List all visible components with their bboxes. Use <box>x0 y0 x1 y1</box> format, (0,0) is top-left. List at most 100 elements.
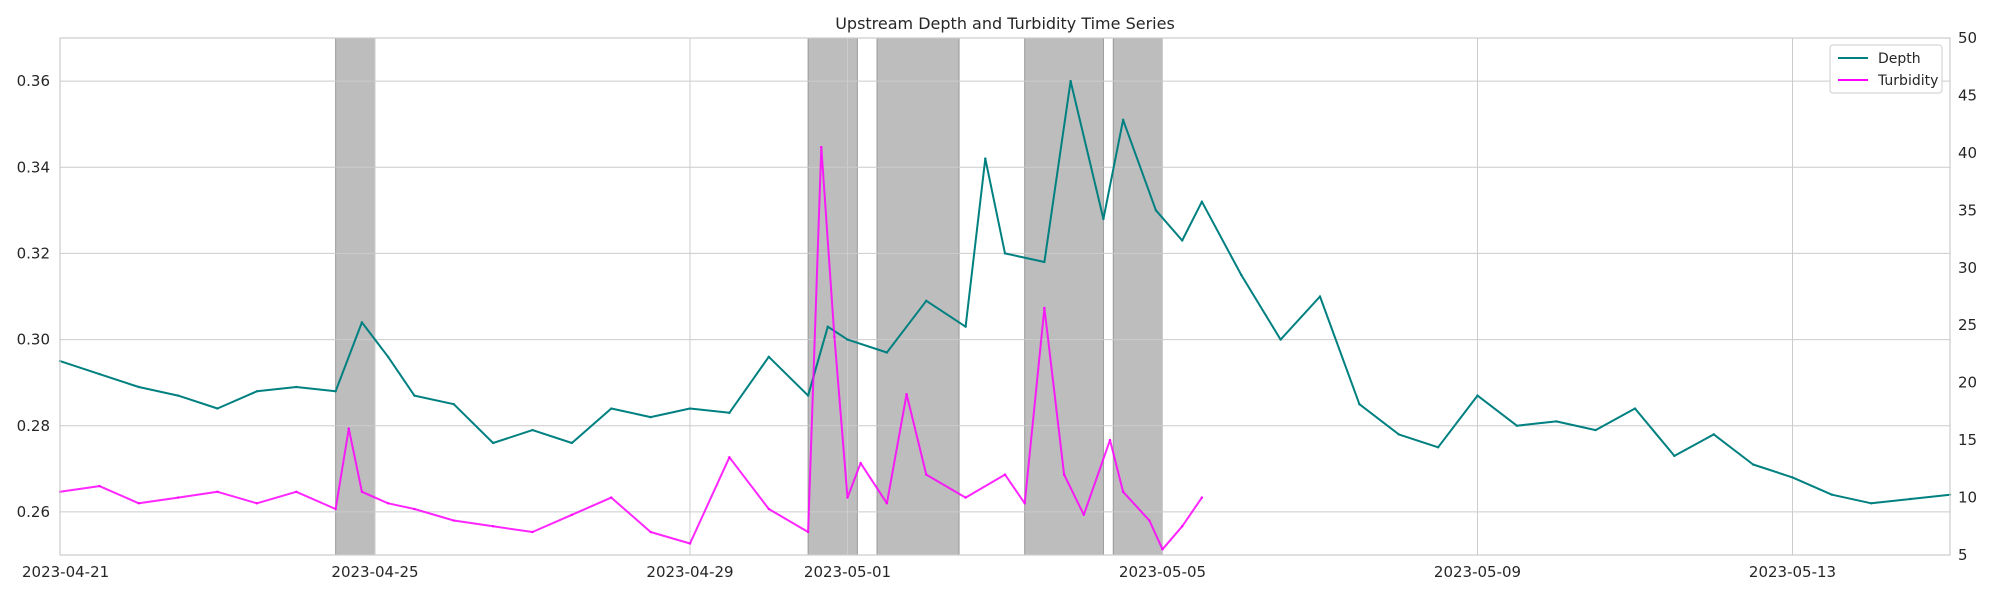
point-turbidity-6 <box>295 490 298 494</box>
point-turbidity-10 <box>386 502 390 505</box>
point-turbidity-38 <box>1161 548 1164 551</box>
point-depth-12 <box>491 441 495 445</box>
point-turbidity-20 <box>767 507 770 511</box>
y2-tick-label-3: 20 <box>1958 374 1977 392</box>
point-turbidity-25 <box>859 461 862 465</box>
point-turbidity-21 <box>806 530 810 534</box>
point-turbidity-26 <box>885 502 889 505</box>
point-turbidity-12 <box>452 519 455 522</box>
y-tick-label-3: 0.32 <box>17 244 50 262</box>
y-tick-label-5: 0.36 <box>17 72 50 90</box>
point-depth-6 <box>295 385 298 389</box>
y2-tick-label-1: 10 <box>1958 489 1977 507</box>
point-depth-30 <box>1102 217 1105 221</box>
series-line-depth <box>59 80 1951 505</box>
point-depth-43 <box>1555 420 1558 423</box>
x-tick-label-1: 2023-04-25 <box>331 563 418 581</box>
point-turbidity-5 <box>255 502 259 505</box>
point-turbidity-35 <box>1108 438 1112 442</box>
point-depth-4 <box>216 407 219 410</box>
x-tick-label-2: 2023-04-29 <box>646 563 733 581</box>
point-depth-25 <box>964 325 967 328</box>
shaded-region-4 <box>1112 37 1163 556</box>
y-tick-label-4: 0.34 <box>17 158 50 176</box>
point-depth-34 <box>1200 200 1204 203</box>
point-turbidity-36 <box>1121 490 1125 494</box>
y2-tick-label-0: 5 <box>1958 546 1968 564</box>
point-depth-44 <box>1594 428 1597 432</box>
point-depth-15 <box>610 407 613 410</box>
point-depth-16 <box>649 415 652 419</box>
point-turbidity-28 <box>925 473 928 476</box>
point-depth-8 <box>360 321 364 324</box>
point-turbidity-37 <box>1148 519 1151 522</box>
point-turbidity-7 <box>334 507 337 511</box>
tick-labels: 2023-04-21 2023-04-25 2023-04-29 2023-05-01… <box>17 29 1978 581</box>
point-turbidity-4 <box>216 490 219 494</box>
x-tick-label-0: 2023-04-21 <box>22 563 109 581</box>
y2-tick-label-6: 35 <box>1958 201 1977 219</box>
legend-label-turbidity: Turbidity <box>1877 73 1938 89</box>
point-turbidity-29 <box>964 496 967 499</box>
point-depth-35 <box>1240 273 1243 277</box>
point-depth-24 <box>925 299 928 303</box>
point-depth-32 <box>1154 209 1158 212</box>
x-tick-label-4: 2023-05-05 <box>1119 563 1206 581</box>
point-depth-28 <box>1043 260 1046 264</box>
point-depth-46 <box>1673 454 1676 458</box>
shaded-regions <box>335 37 1163 556</box>
series-lines <box>58 79 1952 551</box>
point-depth-47 <box>1712 433 1715 436</box>
point-depth-41 <box>1476 394 1479 397</box>
point-turbidity-39 <box>1180 525 1184 528</box>
point-depth-11 <box>452 403 455 406</box>
point-turbidity-27 <box>905 392 908 396</box>
point-depth-5 <box>255 390 259 393</box>
point-turbidity-1 <box>98 484 101 488</box>
point-depth-20 <box>806 394 810 397</box>
point-turbidity-17 <box>649 530 652 534</box>
point-depth-9 <box>386 355 390 359</box>
point-depth-42 <box>1515 424 1519 427</box>
plot-frame <box>59 37 1951 556</box>
point-turbidity-13 <box>491 525 495 528</box>
point-turbidity-31 <box>1023 502 1026 505</box>
point-depth-26 <box>984 157 987 160</box>
point-depth-2 <box>137 385 140 389</box>
x-tick-label-5: 2023-05-09 <box>1434 563 1521 581</box>
point-depth-52 <box>1909 497 1912 501</box>
point-turbidity-32 <box>1043 306 1046 310</box>
y2-tick-label-8: 45 <box>1958 86 1977 104</box>
shaded-region-3 <box>1024 37 1104 556</box>
y2-tick-label-5: 30 <box>1958 259 1977 277</box>
point-depth-14 <box>570 441 574 445</box>
point-turbidity-3 <box>176 496 180 499</box>
chart-title: Upstream Depth and Turbidity Time Series <box>835 14 1175 33</box>
legend-label-depth: Depth <box>1878 51 1921 67</box>
point-depth-33 <box>1180 239 1184 242</box>
point-turbidity-8 <box>347 427 350 430</box>
x-tick-label-6: 2023-05-13 <box>1749 563 1836 581</box>
y-tick-label-2: 0.30 <box>17 331 50 349</box>
point-depth-22 <box>846 338 849 341</box>
point-turbidity-34 <box>1082 513 1085 516</box>
point-depth-10 <box>413 394 416 397</box>
y-tick-label-0: 0.26 <box>17 503 50 521</box>
point-depth-27 <box>1003 252 1007 255</box>
point-turbidity-24 <box>846 496 849 499</box>
point-turbidity-33 <box>1062 473 1066 476</box>
legend: Depth Turbidity <box>1829 44 1943 94</box>
point-turbidity-18 <box>688 542 692 545</box>
point-depth-17 <box>688 407 692 410</box>
point-depth-49 <box>1791 476 1794 479</box>
y-tick-label-1: 0.28 <box>17 417 50 435</box>
point-depth-51 <box>1870 502 1873 505</box>
y2-tick-label-9: 50 <box>1958 29 1977 47</box>
y2-tick-label-4: 25 <box>1958 316 1977 334</box>
point-turbidity-23 <box>833 335 836 338</box>
point-turbidity-14 <box>531 530 534 534</box>
point-depth-19 <box>767 355 770 359</box>
gridlines <box>59 38 1950 555</box>
x-tick-label-3: 2023-05-01 <box>804 563 891 581</box>
